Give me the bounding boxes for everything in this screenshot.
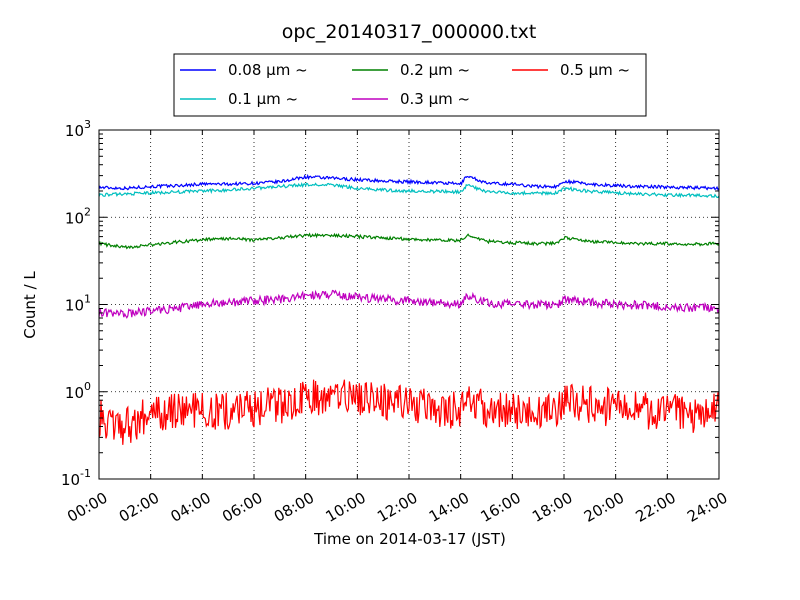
x-axis-label: Time on 2014-03-17 (JST)	[313, 530, 506, 548]
y-tick-exponent: 3	[84, 118, 91, 131]
x-tick-label: 18:00	[529, 489, 575, 526]
series-layer	[98, 173, 720, 445]
y-tick-base: 10	[65, 209, 84, 227]
y-axis-label: Count / L	[21, 271, 39, 339]
y-tick-label: 101	[65, 293, 91, 315]
y-tick-label: 103	[65, 118, 91, 140]
x-tick-label: 08:00	[271, 489, 317, 526]
series-line	[98, 379, 720, 445]
legend-label: 0.2 μm ~	[400, 61, 470, 79]
x-tick-label: 06:00	[219, 489, 265, 526]
y-tick-exponent: 0	[84, 380, 91, 393]
series-line	[98, 289, 720, 319]
series-line	[98, 232, 720, 250]
y-tick-label: 102	[65, 205, 91, 227]
y-tick-base: 10	[65, 122, 84, 140]
grid	[99, 130, 719, 479]
x-tick-labels: 00:00 02:00 04:00 06:00 08:00 10:00 12:00 14:00…	[64, 489, 730, 526]
y-tick-label: 100	[65, 380, 91, 402]
legend-label: 0.3 μm ~	[400, 90, 470, 108]
legend-label: 0.08 μm ~	[228, 61, 308, 79]
legend-box	[173, 53, 647, 117]
y-tick-base: 10	[65, 297, 84, 315]
x-tick-label: 14:00	[426, 489, 472, 526]
x-tick-label: 24:00	[684, 489, 730, 526]
y-tick-base: 10	[61, 471, 80, 489]
x-tick-label: 04:00	[167, 489, 213, 526]
x-tick-label: 12:00	[374, 489, 420, 526]
series-line	[98, 173, 720, 191]
x-tick-label: 22:00	[632, 489, 678, 526]
series-line	[98, 182, 720, 199]
x-tick-label: 20:00	[581, 489, 627, 526]
legend-label: 0.5 μm ~	[560, 61, 630, 79]
y-tick-base: 10	[65, 384, 84, 402]
legend-label: 0.1 μm ~	[228, 90, 298, 108]
y-tick-label: 10-1	[61, 467, 91, 489]
x-tick-label: 02:00	[116, 489, 162, 526]
x-tick-label: 00:00	[64, 489, 110, 526]
y-tick-exponent: 2	[84, 205, 91, 218]
x-tick-label: 16:00	[477, 489, 523, 526]
legend: 0.08 μm ~ 0.1 μm ~ 0.2 μm ~ 0.3 μm ~ 0.5 μm …	[173, 53, 647, 117]
y-tick-exponent: -1	[80, 467, 91, 480]
x-tick-label: 10:00	[322, 489, 368, 526]
ticks	[98, 129, 720, 480]
chart-title: opc_20140317_000000.txt	[282, 21, 537, 43]
y-tick-exponent: 1	[84, 293, 91, 306]
